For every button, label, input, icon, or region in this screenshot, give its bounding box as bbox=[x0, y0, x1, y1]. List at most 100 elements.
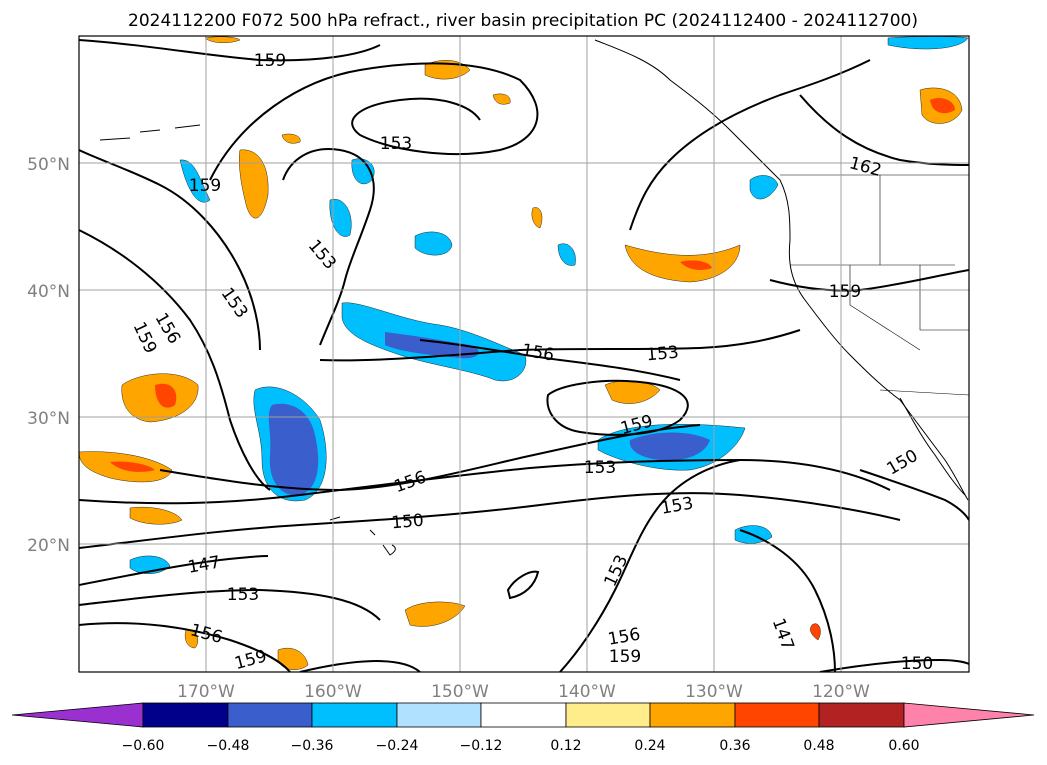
negative-anomaly-160w-core bbox=[268, 403, 319, 496]
colorbar-tick-label: −0.48 bbox=[207, 738, 250, 754]
contour-line-156-western bbox=[79, 229, 271, 491]
positive-anomaly-152w bbox=[404, 601, 466, 627]
colorbar-tick-label: 0.24 bbox=[634, 738, 665, 754]
positive-anomaly-patch-6 bbox=[810, 623, 821, 641]
hawaii-islands bbox=[329, 516, 396, 556]
baja-california-coastline bbox=[899, 397, 966, 496]
negative-anomaly-patch-1 bbox=[414, 231, 453, 256]
lon-label-150w: 150°W bbox=[431, 682, 489, 702]
lat-label-40n: 40°N bbox=[27, 282, 70, 302]
colorbar-segment bbox=[396, 702, 482, 728]
colorbar-segment bbox=[818, 702, 905, 728]
contour-label: 150 bbox=[391, 511, 425, 534]
contour-line-156-central bbox=[419, 339, 681, 381]
map-panel: 159 153 159 153 153 156 159 156 153 159 … bbox=[78, 35, 970, 674]
positive-anomaly-patch-1 bbox=[129, 507, 183, 525]
colorbar-segment bbox=[142, 702, 229, 728]
negative-anomaly-patch-7 bbox=[749, 175, 779, 200]
colorbar-tick-label: −0.12 bbox=[460, 738, 503, 754]
lat-label-20n: 20°N bbox=[27, 536, 70, 556]
colorbar-extend-max bbox=[903, 702, 1035, 728]
positive-anomaly-patch-4 bbox=[281, 133, 301, 144]
us-mexico-border bbox=[879, 389, 969, 396]
contour-line-159-closed bbox=[546, 379, 689, 436]
contour-line-153-lobe bbox=[282, 148, 375, 346]
contour-line-159-western bbox=[79, 149, 261, 351]
contour-line-153-loop bbox=[209, 62, 539, 181]
colorbar-tick-label: 0.12 bbox=[550, 738, 581, 754]
colorbar-tick-label: −0.24 bbox=[376, 738, 419, 754]
lon-label-120w: 120°W bbox=[812, 682, 870, 702]
negative-anomaly-patch-3 bbox=[351, 158, 375, 185]
colorbar-segment bbox=[649, 702, 736, 728]
positive-anomaly-135w-core bbox=[680, 260, 712, 270]
contour-label: 150 bbox=[901, 654, 933, 674]
contour-line-156-sw bbox=[79, 622, 291, 672]
graticule bbox=[79, 36, 969, 672]
colorbar-tick-label: 0.60 bbox=[888, 738, 919, 754]
colorbar bbox=[11, 702, 1035, 728]
lon-label-130w: 130°W bbox=[685, 682, 743, 702]
contour-line-153-central bbox=[319, 329, 801, 362]
positive-anomaly-west-edge-core bbox=[110, 461, 155, 472]
contour-label: 159 bbox=[609, 647, 641, 667]
contour-label: 153 bbox=[646, 343, 680, 366]
utah-border bbox=[919, 265, 969, 331]
contour-label: 159 bbox=[254, 51, 286, 71]
colorbar-tick-label: 0.36 bbox=[719, 738, 750, 754]
contour-layer bbox=[79, 39, 969, 672]
colorbar-tick-labels: −0.60 −0.48 −0.36 −0.24 −0.12 0.12 0.24 … bbox=[122, 738, 920, 754]
negative-anomaly-patch-8 bbox=[887, 36, 969, 50]
shading-layer bbox=[79, 36, 969, 670]
map-frame bbox=[78, 35, 970, 673]
lat-label-30n: 30°N bbox=[27, 409, 70, 429]
colorbar-tick-label: 0.48 bbox=[803, 738, 834, 754]
colorbar-segment bbox=[480, 702, 567, 728]
contour-label: 153 bbox=[380, 134, 412, 154]
contour-line-153-southern bbox=[79, 458, 891, 505]
colorbar-segment bbox=[734, 702, 820, 728]
positive-anomaly-120w-core bbox=[930, 98, 955, 114]
negative-anomaly-band-central-core bbox=[385, 332, 479, 359]
contour-line-159-north bbox=[79, 39, 381, 62]
contour-line-153-south-central bbox=[559, 459, 741, 672]
state-borders bbox=[780, 174, 969, 396]
nevada-border bbox=[849, 265, 921, 351]
north-america-coastline bbox=[594, 39, 969, 501]
lon-label-140w: 140°W bbox=[558, 682, 616, 702]
colorbar-extend-min bbox=[11, 702, 144, 728]
contour-line-150-southern bbox=[79, 492, 901, 549]
positive-anomaly-170w-core bbox=[155, 383, 177, 408]
aleutian-islands bbox=[99, 124, 201, 141]
contour-line-159-northeast bbox=[629, 59, 871, 231]
contour-label: 153 bbox=[584, 458, 616, 478]
positive-anomaly-patch-3 bbox=[492, 93, 511, 105]
contour-line-156-southern bbox=[159, 424, 701, 492]
negative-anomaly-patch-2 bbox=[329, 199, 352, 237]
contour-line-lower-bottom bbox=[299, 660, 421, 672]
contour-line-147-southeast bbox=[739, 529, 836, 672]
coastline-layer bbox=[99, 39, 969, 556]
negative-anomaly-patch-9 bbox=[557, 243, 576, 266]
colorbar-segment bbox=[565, 702, 651, 728]
contour-labels: 159 153 159 153 153 156 159 156 153 159 … bbox=[129, 51, 934, 674]
colorbar-segment bbox=[311, 702, 398, 728]
latitude-labels: 50°N 40°N 30°N 20°N bbox=[27, 155, 70, 556]
lat-label-50n: 50°N bbox=[27, 155, 70, 175]
colorbar-tick-label: −0.60 bbox=[122, 738, 165, 754]
colorbar-tick-label: −0.36 bbox=[291, 738, 334, 754]
longitude-labels: 170°W 160°W 150°W 140°W 130°W 120°W bbox=[177, 682, 870, 702]
contour-label: 159 bbox=[189, 176, 221, 196]
colorbar-segment bbox=[227, 702, 313, 728]
contour-line-150-southeast bbox=[819, 658, 969, 672]
contour-label: 159 bbox=[829, 282, 861, 302]
map-title: 2024112200 F072 500 hPa refract., river … bbox=[128, 11, 918, 31]
contour-line-147 bbox=[79, 555, 269, 586]
positive-anomaly-163w bbox=[239, 149, 269, 219]
contour-line-162 bbox=[799, 94, 969, 166]
contour-line-153-sw bbox=[79, 588, 381, 621]
lon-label-170w: 170°W bbox=[177, 682, 235, 702]
contour-label: 153 bbox=[227, 585, 259, 605]
contour-line-closed-small bbox=[506, 570, 540, 600]
